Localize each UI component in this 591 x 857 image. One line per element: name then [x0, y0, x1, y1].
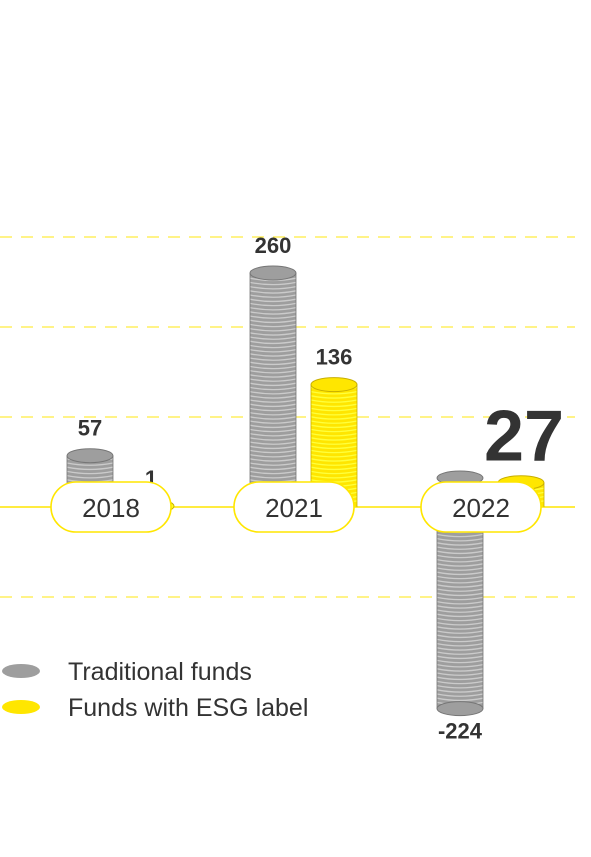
legend-swatch	[2, 700, 40, 714]
data-label: 136	[316, 345, 353, 370]
data-label: 57	[78, 416, 102, 441]
tick-label: 2018	[82, 493, 140, 523]
legend-item: Traditional funds	[2, 658, 252, 686]
tick-label: 2021	[265, 493, 323, 523]
legend-label: Traditional funds	[68, 658, 252, 686]
year-pill: 2021	[233, 481, 355, 533]
legend-swatch	[2, 664, 40, 678]
year-pill: 2018	[50, 481, 172, 533]
legend-label: Funds with ESG label	[68, 694, 308, 722]
category-labels: 2018 2021 2022	[50, 481, 542, 533]
data-label: 260	[255, 233, 292, 258]
grid-lines	[0, 236, 575, 598]
year-pill: 2022	[420, 481, 542, 533]
legend-item: Funds with ESG label	[2, 694, 308, 722]
tick-label: 2022	[452, 493, 510, 523]
data-label: -224	[438, 719, 483, 744]
bar	[249, 265, 297, 507]
legend: Traditional funds Funds with ESG label	[2, 658, 308, 722]
data-label: 27	[484, 397, 564, 477]
